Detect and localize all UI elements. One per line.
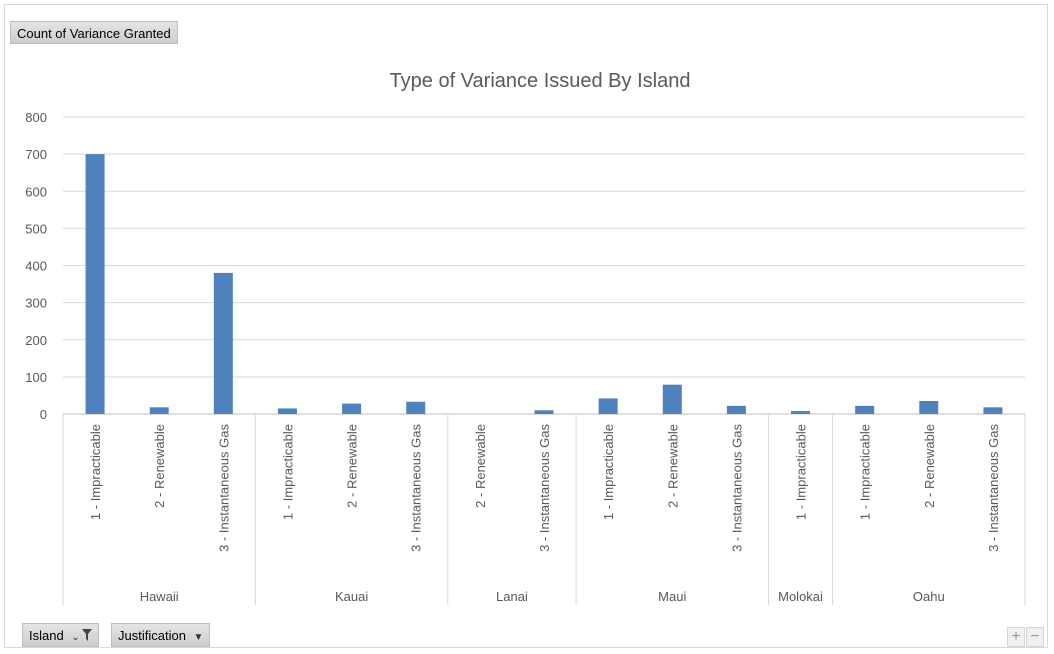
bar[interactable]	[342, 404, 361, 414]
value-field-label: Count of Variance Granted	[17, 26, 171, 41]
bar[interactable]	[663, 385, 682, 414]
x-category-label: 2 - Renewable	[152, 424, 167, 508]
x-category-label: 1 - Impracticable	[280, 424, 295, 520]
justification-field-button[interactable]: Justification ▼	[111, 623, 210, 647]
x-group-label: Maui	[658, 589, 686, 604]
x-group-label: Kauai	[335, 589, 368, 604]
x-category-label: 2 - Renewable	[345, 424, 360, 508]
bar[interactable]	[278, 408, 297, 414]
x-category-label: 3 - Instantaneous Gas	[986, 424, 1001, 552]
bar-chart: Type of Variance Issued By Island 0 100 20…	[5, 5, 1049, 649]
bar[interactable]	[919, 401, 938, 414]
minus-icon: −	[1030, 628, 1039, 645]
value-field-button[interactable]: Count of Variance Granted	[10, 21, 178, 44]
sort-arrow-icon: ⌄	[71, 632, 79, 643]
bars	[86, 154, 1003, 414]
bar[interactable]	[86, 154, 105, 414]
y-tick-label: 700	[25, 147, 47, 162]
bar[interactable]	[406, 402, 425, 414]
x-category-label: 1 - Impracticable	[858, 424, 873, 520]
bar[interactable]	[535, 410, 554, 414]
bar[interactable]	[599, 398, 618, 414]
x-group-label: Molokai	[778, 589, 823, 604]
island-field-button[interactable]: Island ⌄	[22, 623, 99, 647]
plus-icon: +	[1011, 628, 1020, 645]
chart-title: Type of Variance Issued By Island	[390, 70, 691, 92]
x-category-label: 2 - Renewable	[665, 424, 680, 508]
y-tick-label: 100	[25, 370, 47, 385]
island-field-label: Island	[29, 628, 64, 643]
pivot-chart-frame: Type of Variance Issued By Island 0 100 20…	[4, 4, 1048, 648]
bar[interactable]	[855, 406, 874, 414]
x-category-label: 2 - Renewable	[922, 424, 937, 508]
x-group-label: Lanai	[496, 589, 528, 604]
justification-field-label: Justification	[118, 628, 186, 643]
x-category-label: 1 - Impracticable	[88, 424, 103, 520]
x-category-label: 1 - Impracticable	[601, 424, 616, 520]
bar[interactable]	[727, 406, 746, 414]
y-tick-label: 300	[25, 296, 47, 311]
x-category-label: 3 - Instantaneous Gas	[216, 424, 231, 552]
x-axis-labels: 1 - Impracticable 2 - Renewable 3 - Instan…	[88, 424, 1001, 604]
x-category-label: 3 - Instantaneous Gas	[409, 424, 424, 552]
y-tick-label: 200	[25, 333, 47, 348]
x-group-label: Oahu	[913, 589, 945, 604]
y-tick-label: 600	[25, 184, 47, 199]
y-tick-label: 800	[25, 110, 47, 125]
y-tick-label: 0	[40, 407, 47, 422]
expand-field-button[interactable]: +	[1007, 627, 1025, 647]
x-category-label: 3 - Instantaneous Gas	[537, 424, 552, 552]
x-category-label: 1 - Impracticable	[794, 424, 809, 520]
x-category-label: 3 - Instantaneous Gas	[729, 424, 744, 552]
bar[interactable]	[214, 273, 233, 414]
y-tick-label: 400	[25, 259, 47, 274]
bar[interactable]	[791, 411, 810, 414]
bar[interactable]	[983, 407, 1002, 414]
collapse-field-button[interactable]: −	[1026, 627, 1044, 647]
dropdown-arrow-icon: ▼	[194, 632, 204, 643]
y-tick-label: 500	[25, 221, 47, 236]
x-category-label: 2 - Renewable	[473, 424, 488, 508]
bar[interactable]	[150, 407, 169, 414]
filter-icon	[82, 629, 92, 641]
y-axis-ticks: 0 100 200 300 400 500 600 700 800	[25, 110, 47, 422]
x-group-label: Hawaii	[140, 589, 179, 604]
